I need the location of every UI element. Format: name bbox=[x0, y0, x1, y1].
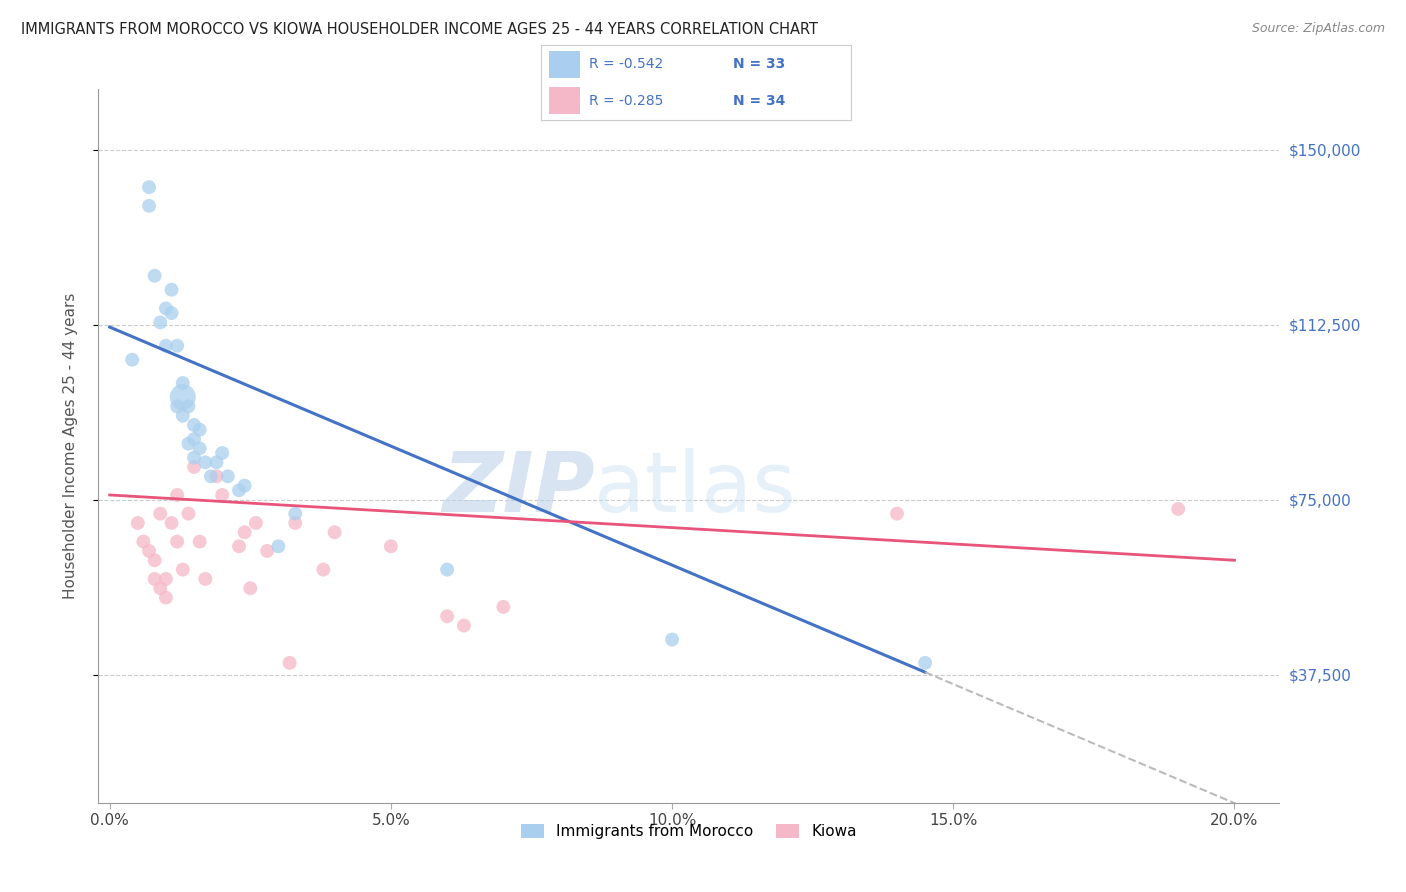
Point bbox=[149, 581, 172, 595]
Point bbox=[1167, 502, 1189, 516]
Point bbox=[188, 534, 211, 549]
Point bbox=[132, 534, 155, 549]
Point bbox=[166, 488, 188, 502]
Point bbox=[188, 423, 211, 437]
Point bbox=[233, 525, 256, 540]
Point bbox=[217, 469, 239, 483]
Point bbox=[143, 553, 166, 567]
Point bbox=[188, 442, 211, 456]
Text: R = -0.285: R = -0.285 bbox=[589, 94, 664, 108]
Point bbox=[233, 478, 256, 492]
Point bbox=[166, 534, 188, 549]
Point bbox=[127, 516, 149, 530]
Text: IMMIGRANTS FROM MOROCCO VS KIOWA HOUSEHOLDER INCOME AGES 25 - 44 YEARS CORRELATI: IMMIGRANTS FROM MOROCCO VS KIOWA HOUSEHO… bbox=[21, 22, 818, 37]
Point bbox=[323, 525, 346, 540]
Point bbox=[138, 199, 160, 213]
Point bbox=[256, 544, 278, 558]
Point bbox=[886, 507, 908, 521]
Point bbox=[205, 469, 228, 483]
FancyBboxPatch shape bbox=[548, 87, 581, 114]
FancyBboxPatch shape bbox=[548, 51, 581, 78]
Point bbox=[267, 539, 290, 553]
Point bbox=[149, 507, 172, 521]
Text: Source: ZipAtlas.com: Source: ZipAtlas.com bbox=[1251, 22, 1385, 36]
Point bbox=[239, 581, 262, 595]
Point bbox=[312, 563, 335, 577]
Point bbox=[172, 409, 194, 423]
Text: R = -0.542: R = -0.542 bbox=[589, 57, 664, 71]
Point bbox=[172, 376, 194, 390]
Point bbox=[183, 460, 205, 475]
Point bbox=[160, 283, 183, 297]
Text: ZIP: ZIP bbox=[441, 449, 595, 529]
Y-axis label: Householder Income Ages 25 - 44 years: Householder Income Ages 25 - 44 years bbox=[63, 293, 77, 599]
Point bbox=[143, 572, 166, 586]
Point bbox=[155, 591, 177, 605]
Point bbox=[245, 516, 267, 530]
Point bbox=[155, 572, 177, 586]
Point bbox=[453, 618, 475, 632]
Point bbox=[155, 339, 177, 353]
Point bbox=[121, 352, 143, 367]
Point bbox=[183, 417, 205, 432]
Point bbox=[177, 507, 200, 521]
Point bbox=[177, 400, 200, 414]
Point bbox=[172, 390, 194, 404]
Point bbox=[172, 563, 194, 577]
Point bbox=[183, 450, 205, 465]
Point bbox=[228, 539, 250, 553]
Point bbox=[205, 455, 228, 469]
Point bbox=[177, 436, 200, 450]
Text: N = 34: N = 34 bbox=[733, 94, 786, 108]
Text: atlas: atlas bbox=[595, 449, 796, 529]
Point bbox=[380, 539, 402, 553]
Point bbox=[278, 656, 301, 670]
Point bbox=[194, 572, 217, 586]
Point bbox=[138, 180, 160, 194]
Legend: Immigrants from Morocco, Kiowa: Immigrants from Morocco, Kiowa bbox=[515, 818, 863, 845]
Point bbox=[160, 516, 183, 530]
Point bbox=[138, 544, 160, 558]
Point bbox=[183, 432, 205, 446]
Text: N = 33: N = 33 bbox=[733, 57, 786, 71]
Point bbox=[143, 268, 166, 283]
Point bbox=[149, 315, 172, 329]
Point bbox=[200, 469, 222, 483]
Point bbox=[661, 632, 683, 647]
Point bbox=[436, 609, 458, 624]
Point bbox=[211, 446, 233, 460]
Point bbox=[492, 599, 515, 614]
Point bbox=[166, 339, 188, 353]
Point bbox=[211, 488, 233, 502]
Point bbox=[166, 400, 188, 414]
Point bbox=[284, 516, 307, 530]
Point bbox=[194, 455, 217, 469]
Point bbox=[914, 656, 936, 670]
Point bbox=[155, 301, 177, 316]
Point bbox=[228, 483, 250, 498]
Point bbox=[284, 507, 307, 521]
Point bbox=[160, 306, 183, 320]
Point bbox=[436, 563, 458, 577]
